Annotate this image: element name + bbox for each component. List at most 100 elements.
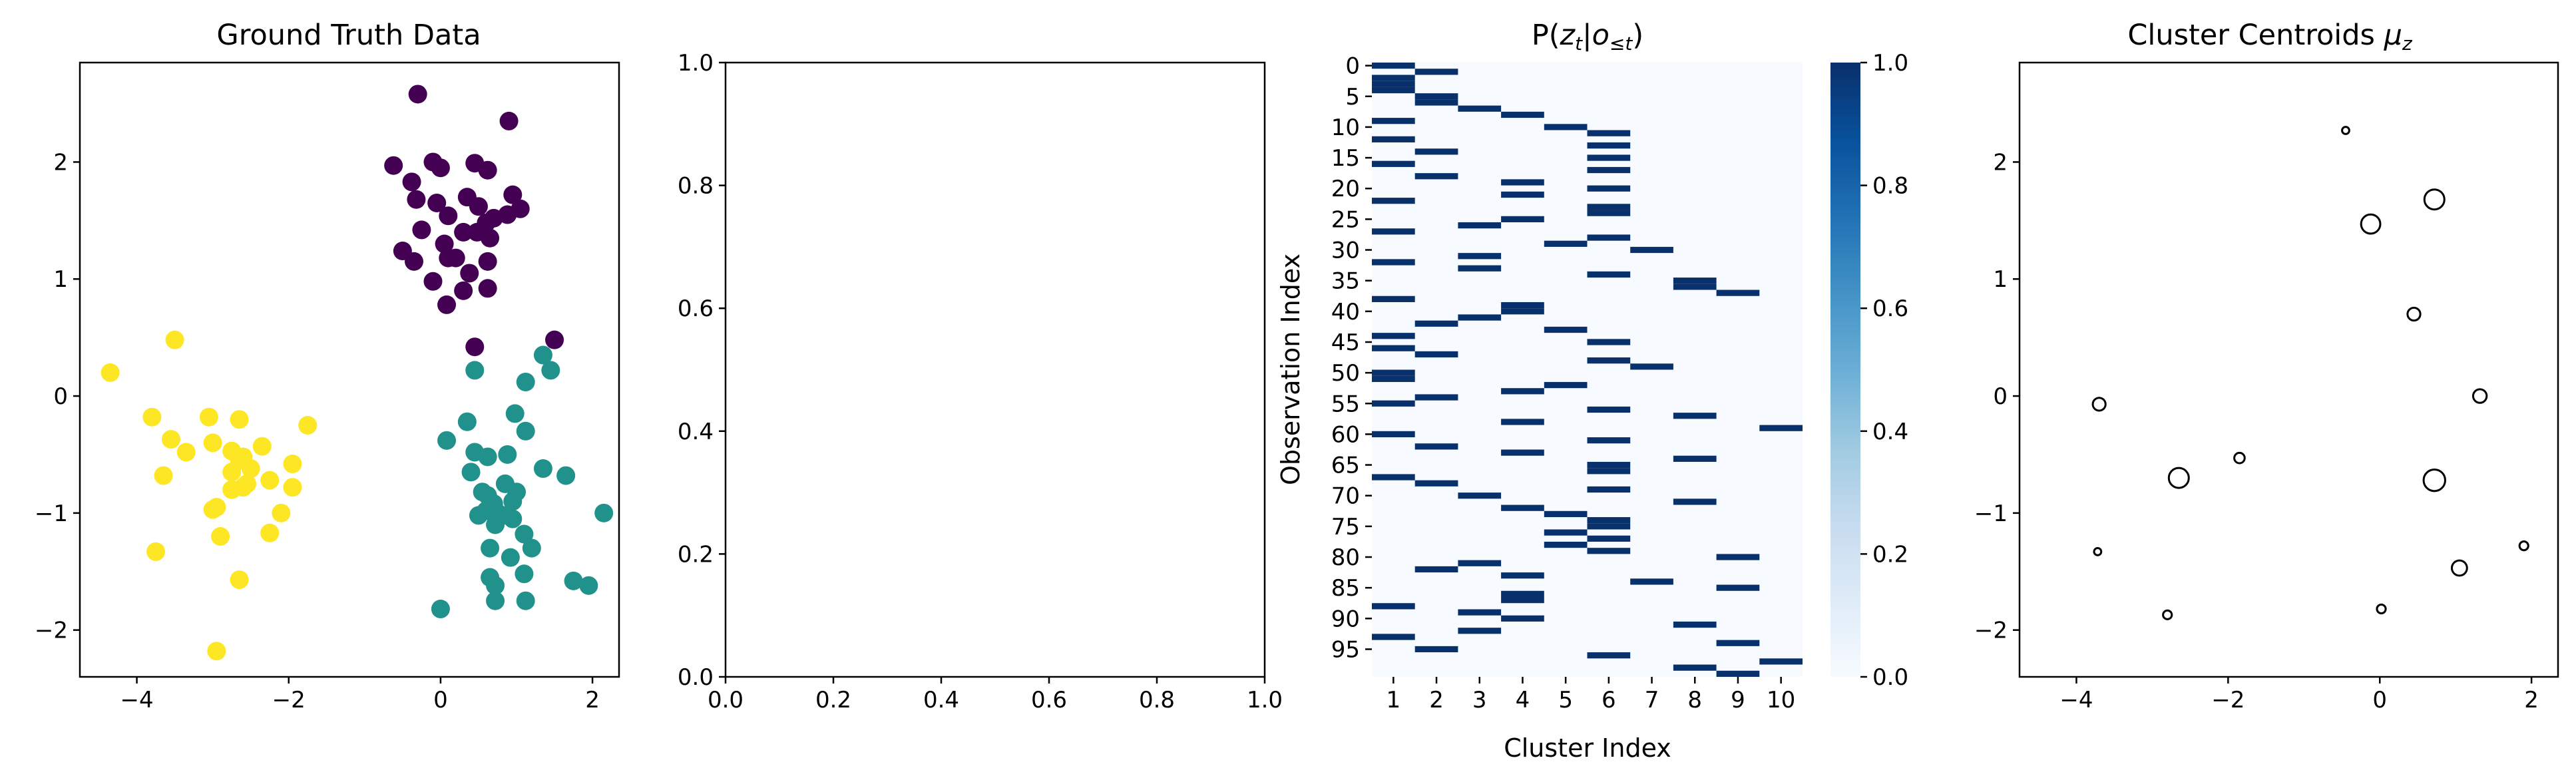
heatmap-cell — [1501, 590, 1544, 598]
heatmap-cell — [1501, 615, 1544, 622]
data-point — [446, 248, 465, 268]
heatmap-xtick-label: 4 — [1516, 687, 1530, 713]
centroids-panel: Cluster Centroids μz −4 −2 0 2 −2 −1 0 1 2 — [1974, 19, 2559, 713]
data-point — [207, 498, 226, 517]
data-point — [454, 222, 473, 242]
heatmap-cell — [1414, 394, 1458, 401]
heatmap-cell — [1372, 160, 1415, 167]
heatmap-cell — [1414, 443, 1458, 450]
empty-axes-xtick-label: 0.4 — [923, 687, 959, 713]
centroid-marker — [2450, 559, 2468, 577]
heatmap-cell — [1587, 523, 1631, 530]
heatmap-ytick-label: 95 — [1331, 636, 1360, 663]
heatmap-cell — [1372, 118, 1415, 124]
heatmap-cell — [1759, 658, 1803, 665]
data-point — [241, 459, 260, 479]
data-point — [142, 407, 162, 427]
data-point — [579, 576, 598, 595]
data-point — [541, 361, 560, 380]
empty-axes-ytick-label: 0.8 — [678, 173, 714, 200]
centroid-marker — [2471, 388, 2488, 404]
heatmap-ytick-label: 50 — [1331, 360, 1360, 387]
heatmap-cell — [1372, 81, 1415, 87]
heatmap-cell — [1372, 400, 1415, 407]
heatmap-cell — [1501, 504, 1544, 511]
data-point — [439, 206, 458, 226]
heatmap-cell — [1501, 308, 1544, 315]
data-point — [522, 538, 541, 558]
empty-axes-xtick-label: 0.8 — [1139, 687, 1175, 713]
data-point — [230, 570, 249, 590]
centroid-marker — [2518, 540, 2529, 552]
empty-axes-frame — [724, 61, 1266, 678]
data-point — [407, 190, 426, 209]
ground-truth-ytick-label: −1 — [35, 500, 68, 527]
data-point — [478, 447, 497, 467]
ground-truth-xtick-label: −2 — [272, 687, 306, 713]
heatmap-ytick-label: 60 — [1331, 421, 1360, 448]
heatmap-cell — [1501, 597, 1544, 604]
data-point — [503, 509, 523, 528]
data-point — [437, 295, 457, 314]
heatmap-cell — [1501, 301, 1544, 309]
data-point — [437, 431, 457, 450]
centroid-marker — [2376, 603, 2387, 615]
centroids-xtick-label: −4 — [2059, 687, 2093, 713]
heatmap-ytick-label: 85 — [1331, 575, 1360, 602]
heatmap-ytick-label: 55 — [1331, 391, 1360, 417]
centroid-marker — [2406, 306, 2422, 322]
heatmap-panel: P(zt|o≤t) Cluster Index Observation Inde… — [1276, 19, 1908, 763]
colorbar-tick-label: 1.0 — [1872, 50, 1908, 77]
heatmap-cell — [1587, 166, 1631, 174]
heatmap-ytick-label: 35 — [1331, 268, 1360, 295]
data-point — [402, 172, 421, 192]
heatmap-cell — [1372, 198, 1415, 204]
heatmap-ytick-label: 70 — [1331, 483, 1360, 510]
heatmap-cell — [1458, 628, 1502, 634]
heatmap-cell — [1544, 510, 1588, 518]
data-point — [222, 480, 242, 499]
data-point — [478, 252, 497, 271]
heatmap-xtick-label: 2 — [1429, 687, 1444, 713]
heatmap-xtick-label: 3 — [1472, 687, 1487, 713]
heatmap-cell — [1501, 419, 1544, 425]
heatmap-cell — [1372, 75, 1415, 81]
data-point — [545, 330, 564, 349]
heatmap-cell — [1372, 431, 1415, 438]
centroids-frame — [2018, 61, 2559, 678]
heatmap-cell — [1587, 535, 1631, 542]
heatmap-cell — [1673, 413, 1717, 419]
heatmap-ytick-label: 90 — [1331, 606, 1360, 632]
heatmap-cell — [1372, 375, 1415, 382]
heatmap-cell — [1372, 228, 1415, 235]
empty-axes-ytick-label: 0.0 — [678, 664, 714, 691]
empty-axes-panel: 0.0 0.2 0.4 0.6 0.8 1.0 0.0 0.2 0.4 0.6 0.8 1.0 — [678, 50, 1283, 713]
heatmap-cell — [1501, 111, 1544, 118]
centroids-ytick-label: 1 — [1993, 266, 2008, 293]
colorbar-tick-label: 0.4 — [1872, 419, 1908, 445]
heatmap-cell — [1414, 566, 1458, 573]
heatmap-cell — [1372, 634, 1415, 640]
heatmap-cell — [1372, 333, 1415, 339]
colorbar-tick-label: 0.0 — [1872, 664, 1908, 691]
data-point — [533, 459, 552, 479]
centroid-marker — [2341, 126, 2350, 135]
data-point — [272, 503, 291, 522]
data-point — [260, 523, 280, 542]
data-point — [564, 571, 583, 590]
data-point — [465, 337, 485, 357]
data-point — [503, 492, 523, 511]
data-point — [457, 412, 477, 431]
heatmap-cell — [1501, 449, 1544, 456]
heatmap-xtick-label: 10 — [1767, 687, 1795, 713]
data-point — [503, 185, 523, 204]
ground-truth-panel: Ground Truth Data −4 −2 0 2 −2 −1 0 1 2 — [35, 19, 620, 713]
colorbar-tick-label: 0.2 — [1872, 541, 1908, 568]
data-point — [465, 361, 485, 380]
heatmap-cell — [1458, 105, 1502, 112]
heatmap-cell — [1372, 87, 1415, 94]
centroids-ytick-label: 0 — [1993, 383, 2008, 410]
centroid-marker — [2423, 188, 2446, 211]
heatmap-cell — [1587, 339, 1631, 345]
